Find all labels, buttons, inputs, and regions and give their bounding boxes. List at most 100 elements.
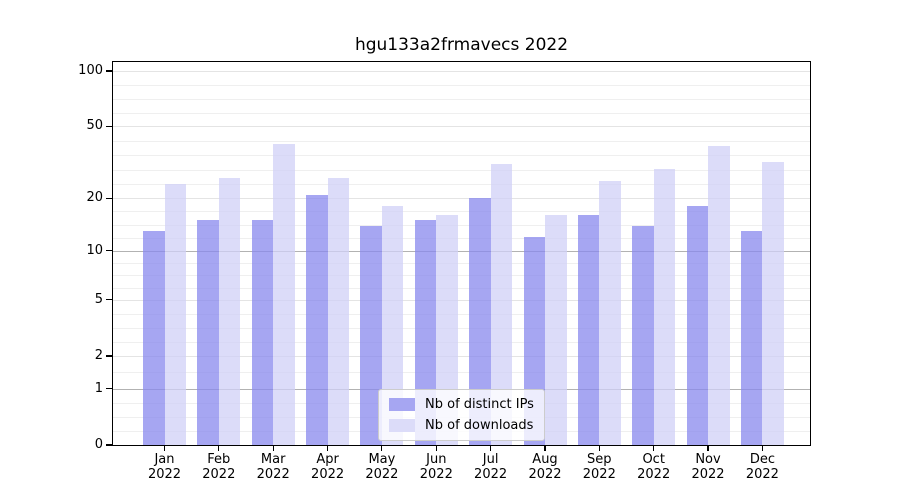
bar-nb-of-distinct-ips-sep bbox=[577, 215, 600, 445]
x-tick-month: Feb bbox=[207, 452, 231, 467]
x-tick-month: Dec bbox=[749, 452, 775, 467]
legend-item-distinct-ips: Nb of distinct IPs bbox=[389, 397, 534, 412]
x-tick-mark bbox=[435, 445, 437, 451]
x-tick-mark bbox=[381, 445, 383, 451]
x-tick-year: 2022 bbox=[745, 467, 779, 482]
bar-nb-of-distinct-ips-apr bbox=[306, 194, 328, 445]
major-gridline-20 bbox=[113, 198, 810, 200]
x-tick-mark bbox=[653, 445, 655, 451]
x-tick-year: 2022 bbox=[637, 467, 671, 482]
x-tick-year: 2022 bbox=[256, 467, 290, 482]
bar-nb-of-downloads-oct bbox=[653, 169, 676, 445]
x-tick-label: Feb 2022 bbox=[189, 452, 249, 482]
x-tick-mark bbox=[598, 445, 600, 451]
bar-nb-of-distinct-ips-nov bbox=[686, 206, 708, 445]
bar-nb-of-downloads-aug bbox=[545, 215, 567, 445]
minor-gridline bbox=[113, 140, 810, 142]
x-tick-year: 2022 bbox=[311, 467, 345, 482]
y-tick-label: 50 bbox=[86, 118, 103, 134]
bar-nb-of-downloads-jun bbox=[436, 215, 458, 445]
y-tick-label: 5 bbox=[94, 291, 103, 307]
x-tick-label: Jun 2022 bbox=[406, 452, 466, 482]
minor-gridline bbox=[113, 183, 810, 185]
minor-gridline bbox=[113, 313, 810, 315]
minor-gridline bbox=[113, 155, 810, 157]
x-tick-mark bbox=[544, 445, 546, 451]
x-tick-label: Oct 2022 bbox=[624, 452, 684, 482]
bar-nb-of-distinct-ips-feb bbox=[197, 220, 219, 445]
minor-gridline bbox=[113, 287, 810, 289]
bar-nb-of-distinct-ips-jan bbox=[143, 231, 165, 445]
bar-nb-of-downloads-mar bbox=[273, 144, 295, 445]
y-tick-label: 1 bbox=[94, 380, 103, 396]
minor-gridline bbox=[113, 275, 810, 277]
major-gridline-10 bbox=[113, 250, 810, 252]
bar-nb-of-downloads-dec bbox=[762, 161, 784, 445]
legend-label-downloads: Nb of downloads bbox=[425, 418, 534, 433]
x-tick-mark bbox=[490, 445, 492, 451]
y-tick-label: 100 bbox=[78, 63, 103, 78]
minor-gridline bbox=[113, 263, 810, 264]
bar-nb-of-downloads-may bbox=[381, 206, 404, 445]
y-tick-mark bbox=[106, 250, 113, 252]
x-tick-year: 2022 bbox=[147, 467, 182, 482]
major-gridline-2 bbox=[113, 356, 810, 357]
x-tick-mark bbox=[707, 445, 709, 451]
x-tick-mark bbox=[761, 445, 763, 451]
x-tick-month: Jan bbox=[154, 452, 175, 467]
bar-nb-of-distinct-ips-jun bbox=[414, 220, 437, 445]
bar-nb-of-distinct-ips-dec bbox=[740, 231, 763, 445]
minor-gridline bbox=[113, 169, 810, 171]
y-tick-label: 0 bbox=[94, 437, 103, 452]
y-tick-mark bbox=[106, 125, 113, 127]
x-tick-mark bbox=[272, 445, 274, 451]
x-tick-month: Oct bbox=[642, 452, 665, 467]
bar-nb-of-downloads-feb bbox=[218, 177, 241, 445]
legend-item-downloads: Nb of downloads bbox=[389, 418, 534, 433]
x-tick-month: Apr bbox=[316, 452, 339, 467]
y-tick-mark bbox=[106, 355, 113, 357]
x-tick-month: Jun bbox=[426, 452, 447, 467]
x-tick-month: May bbox=[368, 452, 396, 467]
bar-nb-of-downloads-jan bbox=[164, 184, 186, 445]
x-tick-label: Apr 2022 bbox=[298, 452, 358, 482]
x-tick-month: Jul bbox=[482, 452, 499, 467]
x-tick-month: Nov bbox=[695, 452, 721, 467]
bar-nb-of-distinct-ips-mar bbox=[251, 220, 274, 445]
minor-gridline bbox=[113, 224, 810, 226]
major-gridline-50 bbox=[113, 126, 810, 128]
x-tick-label: May 2022 bbox=[352, 452, 412, 482]
y-tick-mark bbox=[106, 70, 113, 72]
y-tick-mark bbox=[106, 299, 113, 301]
x-tick-month: Mar bbox=[260, 452, 286, 467]
x-tick-year: 2022 bbox=[365, 467, 399, 482]
minor-gridline bbox=[113, 237, 810, 239]
bar-nb-of-downloads-sep bbox=[599, 181, 621, 445]
y-tick-label: 10 bbox=[86, 242, 103, 258]
minor-gridline bbox=[113, 341, 810, 343]
minor-gridline bbox=[113, 84, 810, 86]
legend-swatch-distinct-ips bbox=[389, 398, 415, 411]
y-tick-mark bbox=[106, 388, 113, 390]
x-tick-label: Jan 2022 bbox=[135, 452, 195, 482]
legend: Nb of distinct IPs Nb of downloads bbox=[378, 389, 545, 441]
chart-title: hgu133a2frmavecs 2022 bbox=[354, 35, 569, 55]
x-tick-label: Mar 2022 bbox=[243, 452, 303, 482]
x-tick-year: 2022 bbox=[419, 467, 453, 482]
x-tick-label: Jul 2022 bbox=[461, 452, 521, 482]
x-tick-month: Sep bbox=[587, 452, 612, 467]
legend-swatch-downloads bbox=[389, 419, 415, 432]
x-tick-year: 2022 bbox=[582, 467, 616, 482]
major-gridline-5 bbox=[113, 299, 810, 301]
x-tick-year: 2022 bbox=[528, 467, 562, 482]
major-gridline-100 bbox=[113, 71, 810, 72]
x-tick-mark bbox=[163, 445, 166, 451]
y-tick-label: 20 bbox=[86, 190, 103, 206]
y-tick-label: 2 bbox=[94, 348, 103, 363]
x-tick-year: 2022 bbox=[202, 467, 236, 482]
bar-nb-of-downloads-jul bbox=[490, 164, 513, 445]
x-tick-mark bbox=[326, 445, 329, 451]
bar-nb-of-distinct-ips-oct bbox=[632, 225, 654, 445]
bar-nb-of-distinct-ips-may bbox=[360, 225, 382, 445]
y-tick-mark bbox=[106, 444, 113, 446]
